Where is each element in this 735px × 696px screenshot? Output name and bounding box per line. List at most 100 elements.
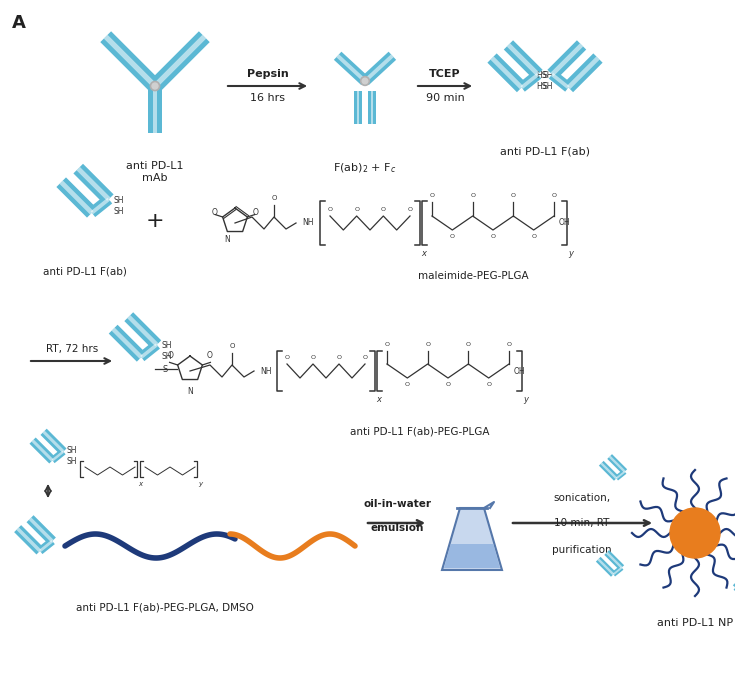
Circle shape [362,78,368,84]
Polygon shape [90,198,110,214]
Text: +: + [146,211,165,231]
Text: Pepsin: Pepsin [247,69,288,79]
Polygon shape [29,438,56,464]
Polygon shape [150,31,209,91]
Text: RT, 72 hrs: RT, 72 hrs [46,344,98,354]
Polygon shape [153,86,157,133]
Polygon shape [548,40,587,79]
Polygon shape [503,40,542,79]
Polygon shape [16,528,41,552]
Polygon shape [37,538,55,554]
Text: y: y [568,249,573,258]
Polygon shape [104,35,157,88]
Circle shape [151,81,159,90]
Polygon shape [140,343,158,358]
Polygon shape [76,167,110,201]
Polygon shape [74,164,114,204]
Circle shape [152,83,158,89]
Polygon shape [609,456,625,473]
Text: TCEP: TCEP [429,69,461,79]
Text: sonication,: sonication, [553,493,611,503]
Polygon shape [551,43,583,76]
Polygon shape [26,515,56,544]
Text: N: N [187,387,193,396]
Polygon shape [490,56,523,89]
Text: O: O [486,382,491,387]
Polygon shape [564,54,603,92]
Polygon shape [606,552,623,569]
Text: O: O [207,351,212,361]
Polygon shape [607,454,627,474]
Polygon shape [354,91,362,124]
Text: O: O [425,342,430,347]
Text: SH
SH: SH SH [114,196,124,216]
Text: anti PD-L1 F(ab)-PEG-PLGA, DMSO: anti PD-L1 F(ab)-PEG-PLGA, DMSO [76,603,254,613]
Text: NH: NH [302,219,314,228]
Text: O: O [229,343,234,349]
Polygon shape [733,570,735,590]
Polygon shape [613,567,623,575]
Polygon shape [567,56,600,89]
Polygon shape [507,43,539,76]
Text: O: O [337,355,342,360]
Text: O: O [450,234,455,239]
Text: maleimide-PEG-PLGA: maleimide-PEG-PLGA [418,271,528,281]
Polygon shape [148,86,162,133]
Text: x: x [376,395,381,404]
Polygon shape [337,54,366,82]
Polygon shape [334,52,369,85]
Text: O: O [551,193,556,198]
Text: O: O [506,342,512,347]
Polygon shape [551,73,570,89]
Polygon shape [487,54,526,92]
Polygon shape [444,544,500,568]
Polygon shape [57,177,96,218]
Text: anti PD-L1 F(ab)-PEG-PLGA: anti PD-L1 F(ab)-PEG-PLGA [350,426,490,436]
Polygon shape [442,508,502,570]
Text: SH
SH: SH SH [543,71,553,90]
Polygon shape [599,461,619,481]
Polygon shape [361,52,396,85]
Text: F(ab)$_2$ + F$_c$: F(ab)$_2$ + F$_c$ [333,161,397,175]
Text: O: O [531,234,536,239]
Text: O: O [407,207,412,212]
Polygon shape [356,91,359,124]
Polygon shape [39,540,53,552]
Text: O: O [445,382,451,387]
Text: O: O [405,382,410,387]
Polygon shape [40,429,66,454]
Text: O: O [511,193,516,198]
Text: 10 min, RT: 10 min, RT [554,518,610,528]
Text: O: O [466,342,471,347]
Text: y: y [523,395,528,404]
Text: S: S [162,365,168,374]
Polygon shape [124,313,161,349]
Polygon shape [51,450,64,461]
Polygon shape [612,566,623,576]
Text: O: O [310,355,315,360]
Polygon shape [109,325,146,362]
Text: anti PD-L1
mAb: anti PD-L1 mAb [126,161,184,182]
Polygon shape [616,471,625,479]
Text: A: A [12,14,26,32]
Text: O: O [252,209,258,217]
Polygon shape [29,518,54,542]
Polygon shape [518,70,541,92]
Text: O: O [384,342,390,347]
Polygon shape [734,585,735,596]
Text: y: y [198,481,202,487]
Text: anti PD-L1 NP: anti PD-L1 NP [657,618,733,628]
Polygon shape [520,73,539,89]
Polygon shape [368,91,376,124]
Text: x: x [421,249,426,258]
Polygon shape [549,70,572,92]
Polygon shape [127,315,158,347]
Text: O: O [490,234,495,239]
Text: anti PD-L1 F(ab): anti PD-L1 F(ab) [43,266,127,276]
Polygon shape [596,557,616,577]
Polygon shape [614,470,626,480]
Polygon shape [600,462,617,479]
Text: SH
SH: SH SH [162,341,172,361]
Polygon shape [364,54,394,82]
Text: O: O [271,195,276,201]
